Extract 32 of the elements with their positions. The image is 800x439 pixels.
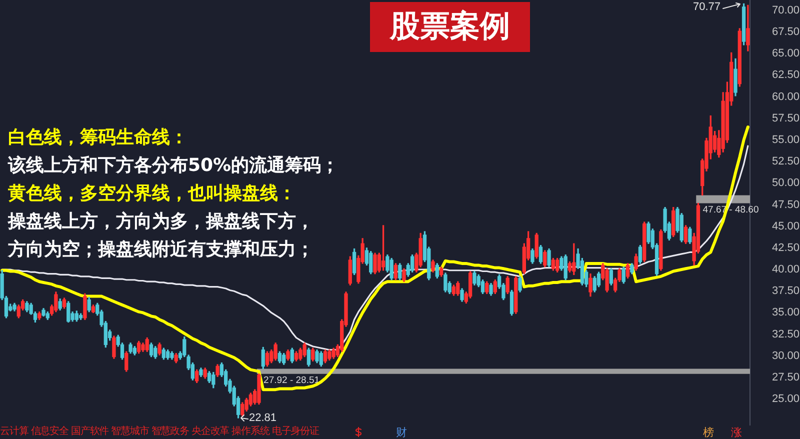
y-tick-label: 35.00	[772, 306, 800, 319]
y-tick-label: 55.00	[772, 134, 800, 146]
y-tick-label: 47.50	[772, 198, 800, 211]
text: 涨	[731, 426, 742, 439]
text: 云计算 信息安全 国产软件 智慧城市 智慧政务 央企改革 操作系统 电子身份证	[0, 426, 319, 438]
y-tick-label: 50.00	[772, 177, 800, 190]
annotation: 70.77	[693, 1, 721, 14]
y-tick-label: 60.00	[772, 90, 800, 103]
annotation: 22.81	[249, 412, 277, 425]
y-tick-label: 40.00	[772, 264, 800, 276]
text: 榜	[703, 426, 714, 439]
annotation: 黄色线，多空分界线，也叫操盘线：	[8, 183, 296, 205]
y-tick-label: 25.00	[772, 393, 800, 406]
text: 财	[396, 426, 407, 439]
annotation: 该线上方和下方各分布50%的流通筹码；	[8, 155, 340, 177]
y-tick-label: 62.50	[772, 69, 800, 82]
band-label: 27.92 - 28.51	[264, 375, 320, 386]
annotation: 白色线，筹码生命线：	[8, 127, 188, 149]
annotation: 操盘线上方，方向为多，操盘线下方，	[8, 211, 314, 233]
y-tick-label: 67.50	[772, 26, 800, 38]
y-tick-label: 65.00	[772, 48, 800, 60]
y-tick-label: 32.50	[772, 328, 800, 340]
y-tick-label: 27.50	[772, 372, 800, 384]
y-tick-label: 30.00	[772, 350, 800, 362]
y-tick-label: 42.50	[772, 242, 800, 254]
annotation: 方向为空；操盘线附近有支撑和压力；	[8, 239, 314, 261]
chart-title: 股票案例	[370, 2, 530, 52]
y-tick-label: 45.00	[772, 220, 800, 232]
y-tick-label: 70.00	[772, 4, 800, 16]
y-tick-label: 57.50	[772, 112, 800, 124]
y-tick-label: 52.50	[772, 156, 800, 168]
y-tick-label: 37.50	[772, 285, 800, 298]
